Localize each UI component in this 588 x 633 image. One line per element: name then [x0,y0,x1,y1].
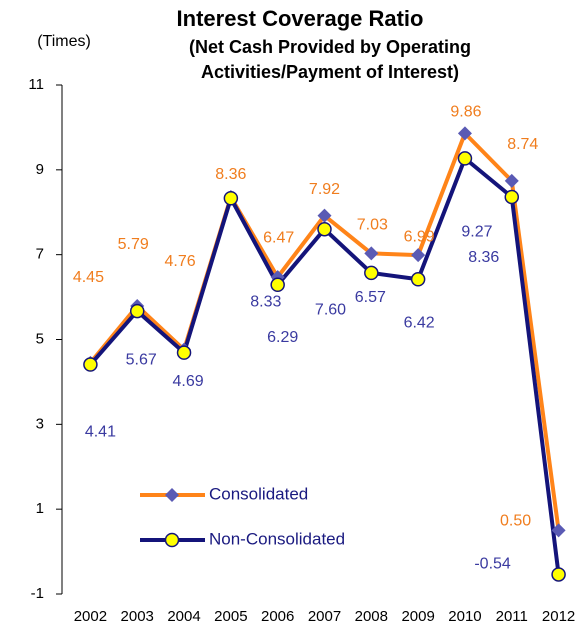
value-label: 8.74 [507,136,538,153]
value-label: 7.03 [357,217,388,234]
data-point [364,265,379,281]
data-point [317,221,332,237]
value-label: 7.92 [309,181,340,198]
value-label: 6.42 [404,314,435,331]
value-label: 9.86 [450,104,481,121]
x-tick-label: 2011 [496,608,528,625]
x-tick-label: 2007 [308,608,341,625]
data-point [176,345,192,360]
data-point [504,189,520,205]
value-label: 6.47 [263,229,294,246]
chart-subtitle: (Net Cash Provided by Operating [189,37,471,57]
data-point [504,173,519,188]
value-label: 4.45 [73,269,104,286]
y-tick-label: 7 [36,246,44,263]
x-tick-label: 2010 [448,608,481,625]
value-label: 8.36 [215,166,246,183]
y-tick-label: -1 [31,585,44,602]
x-tick-label: 2012 [542,608,575,625]
x-tick-label: 2002 [74,608,107,625]
value-label: 5.79 [118,236,149,253]
chart-subtitle: Activities/Payment of Interest) [201,62,459,82]
data-point [317,208,332,223]
value-label: 6.99 [404,228,435,245]
value-label: -0.54 [474,556,511,573]
data-point [223,191,239,206]
x-tick-label: 2003 [121,608,154,625]
value-label: 6.29 [267,329,298,346]
y-tick-label: 5 [36,330,44,347]
value-label: 4.41 [85,424,116,441]
data-point [457,151,473,166]
x-tick-label: 2005 [214,608,247,625]
data-point [129,303,145,319]
data-point [457,126,472,141]
legend-marker [165,488,179,502]
value-label: 8.33 [250,293,281,310]
y-tick-label: 9 [36,161,44,178]
data-point [551,567,566,582]
x-tick-label: 2009 [401,608,434,625]
y-tick-label: 11 [28,76,44,93]
value-label: 4.76 [164,253,195,270]
data-point [411,248,426,263]
value-label: 7.60 [315,301,346,318]
data-point [83,357,98,372]
y-tick-label: 3 [36,415,44,432]
x-tick-label: 2004 [167,608,200,625]
data-point [270,277,285,293]
legend-label: Consolidated [209,484,308,503]
legend-label: Non-Consolidated [209,529,345,548]
value-label: 5.67 [126,351,157,368]
legend-marker [164,532,180,548]
value-label: 4.69 [172,373,203,390]
y-axis-label: (Times) [37,33,91,50]
data-point [410,272,426,287]
data-point [551,523,566,538]
data-point [364,246,379,261]
x-tick-label: 2006 [261,608,294,625]
chart-title: Interest Coverage Ratio [177,6,424,31]
value-label: 0.50 [500,513,531,530]
x-tick-label: 2008 [355,608,388,625]
value-label: 8.36 [468,249,499,266]
y-tick-label: 1 [36,500,44,517]
value-label: 6.57 [355,289,386,306]
value-label: 9.27 [461,224,492,241]
